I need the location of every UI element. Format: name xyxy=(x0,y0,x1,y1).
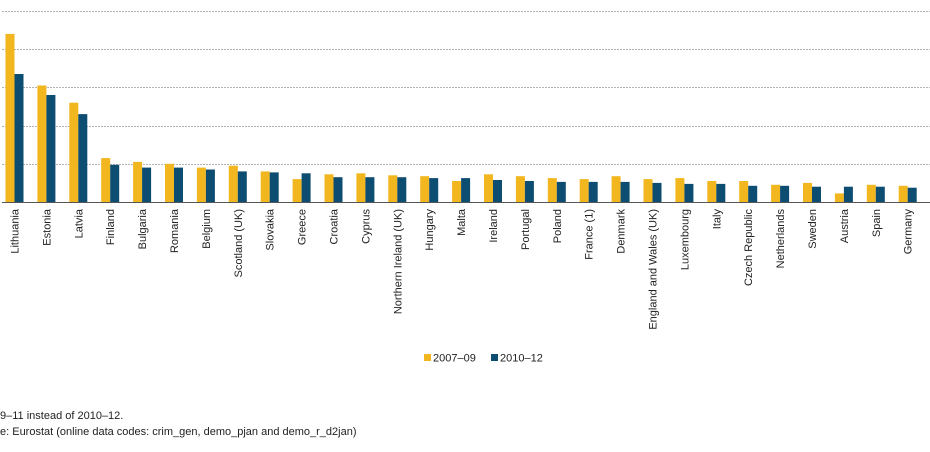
bar-2010-12 xyxy=(493,180,502,202)
bar-2010-12 xyxy=(907,187,917,202)
x-tick-label: France (1) xyxy=(584,209,596,260)
bar-2007-09 xyxy=(324,174,334,202)
bar-2010-12 xyxy=(748,185,758,202)
bar-2007-09 xyxy=(707,181,717,202)
bar-2007-09 xyxy=(515,176,525,202)
bar-2007-09 xyxy=(388,175,398,202)
x-tick-label: Italy xyxy=(711,209,723,230)
bar-2010-12 xyxy=(843,186,853,202)
footnote-source: e: Eurostat (online data codes: crim_gen… xyxy=(0,426,357,438)
bar-2007-09 xyxy=(452,181,462,202)
x-tick-label: Northern Ireland (UK) xyxy=(392,209,404,314)
bar-2007-09 xyxy=(484,174,493,202)
x-tick-label: Czech Republic xyxy=(743,209,755,287)
x-tick-label: Austria xyxy=(839,208,851,243)
bar-2010-12 xyxy=(620,181,630,202)
x-tick-label: Greece xyxy=(297,209,309,245)
bar-2007-09 xyxy=(37,85,47,202)
x-tick-label: Romania xyxy=(169,208,181,253)
x-tick-label: Latvia xyxy=(73,208,85,238)
bar-2007-09 xyxy=(579,179,589,202)
footnote-note: 9–11 instead of 2010–12. xyxy=(0,410,124,422)
bar-2010-12 xyxy=(301,173,311,202)
bar-2010-12 xyxy=(269,172,279,202)
bar-2010-12 xyxy=(174,167,183,202)
bar-2010-12 xyxy=(14,74,24,202)
x-tick-label: Croatia xyxy=(329,208,341,244)
bar-2007-09 xyxy=(196,167,206,202)
bar-2007-09 xyxy=(101,158,111,202)
bars xyxy=(5,33,917,203)
x-tick-label: Ireland xyxy=(488,209,500,243)
x-tick-label: Belgium xyxy=(201,209,213,249)
bar-2007-09 xyxy=(803,182,812,202)
bar-2010-12 xyxy=(461,178,471,202)
bar-2010-12 xyxy=(429,178,439,202)
x-axis-tick-labels: Lithuania Estonia Latvia Finland Bulgaria Rom… xyxy=(10,208,915,330)
x-tick-label: England and Wales (UK) xyxy=(648,209,660,330)
bar-2007-09 xyxy=(228,165,238,202)
bar-2010-12 xyxy=(142,167,152,202)
bar-2007-09 xyxy=(611,176,621,202)
x-tick-label: Luxembourg xyxy=(679,209,691,270)
x-tick-label: Spain xyxy=(871,209,883,237)
x-tick-label: Portugal xyxy=(520,209,532,250)
bar-2010-12 xyxy=(524,181,534,202)
x-tick-label: Cyprus xyxy=(360,209,372,244)
bar-2007-09 xyxy=(165,163,174,202)
bar-2007-09 xyxy=(69,102,79,202)
bar-2007-09 xyxy=(133,161,143,202)
bar-2007-09 xyxy=(292,179,302,202)
x-tick-label: Hungary xyxy=(424,209,436,251)
bar-2007-09 xyxy=(356,173,366,202)
x-tick-label: Bulgaria xyxy=(137,208,149,249)
bar-2010-12 xyxy=(110,164,120,202)
bar-2010-12 xyxy=(588,181,598,202)
x-tick-label: Finland xyxy=(105,209,117,245)
bar-2010-12 xyxy=(333,177,343,202)
x-tick-label: Netherlands xyxy=(775,209,787,269)
bar-2010-12 xyxy=(205,169,215,202)
bar-2007-09 xyxy=(834,193,844,202)
bar-2007-09 xyxy=(898,185,908,202)
legend: 2007–09 2010–12 xyxy=(424,353,543,365)
bar-2007-09 xyxy=(420,176,430,202)
bar-2010-12 xyxy=(652,182,662,202)
bar-2007-09 xyxy=(739,181,749,202)
legend-swatch xyxy=(424,354,431,361)
x-tick-label: Sweden xyxy=(807,209,819,249)
bar-2010-12 xyxy=(556,181,566,202)
bar-2010-12 xyxy=(237,171,247,202)
legend-label: 2007–09 xyxy=(433,353,476,365)
bar-2010-12 xyxy=(684,183,694,202)
bar-2007-09 xyxy=(643,179,653,202)
bar-2007-09 xyxy=(675,178,685,202)
bar-2010-12 xyxy=(397,177,407,202)
bar-2007-09 xyxy=(547,178,557,202)
x-tick-label: Estonia xyxy=(41,208,53,246)
bar-2010-12 xyxy=(780,185,790,202)
x-tick-label: Denmark xyxy=(616,209,628,254)
x-tick-label: Germany xyxy=(903,209,915,255)
x-tick-label: Malta xyxy=(456,208,468,236)
bar-2010-12 xyxy=(716,183,726,202)
bar-2007-09 xyxy=(5,33,15,203)
x-tick-label: Slovakia xyxy=(265,208,277,250)
bar-2007-09 xyxy=(260,171,270,202)
bar-2007-09 xyxy=(866,184,876,202)
bar-2010-12 xyxy=(875,186,885,202)
legend-swatch xyxy=(491,354,498,361)
x-tick-label: Scotland (UK) xyxy=(233,209,245,277)
x-tick-label: Poland xyxy=(552,209,564,243)
bar-2007-09 xyxy=(771,184,781,202)
gridlines xyxy=(2,11,930,165)
legend-label: 2010–12 xyxy=(500,353,543,365)
bar-2010-12 xyxy=(365,177,375,202)
x-tick-label: Lithuania xyxy=(10,208,22,254)
bar-2010-12 xyxy=(812,186,821,202)
bar-2010-12 xyxy=(46,95,56,202)
bar-2010-12 xyxy=(78,114,88,202)
